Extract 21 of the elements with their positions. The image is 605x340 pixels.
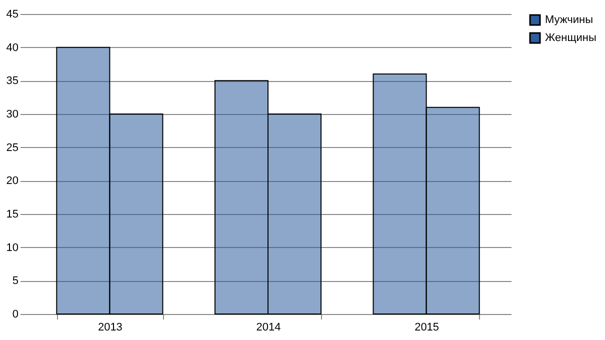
x-tick-label: 2013 xyxy=(98,322,122,334)
bar xyxy=(372,74,427,314)
bar xyxy=(109,114,164,314)
y-tick-label: 30 xyxy=(6,108,18,120)
legend-label: Мужчины xyxy=(545,14,594,26)
y-tick-label: 10 xyxy=(6,242,18,254)
legend-label: Женщины xyxy=(545,32,596,44)
x-tick-label: 2014 xyxy=(256,322,281,334)
x-tick-label: 2015 xyxy=(414,322,440,334)
y-tick-label: 0 xyxy=(12,308,18,320)
y-tick-label: 5 xyxy=(12,275,18,288)
bar xyxy=(426,106,480,314)
y-tick-label: 40 xyxy=(6,42,18,54)
bar xyxy=(56,46,110,314)
y-tick-label: 35 xyxy=(6,75,18,88)
y-tick-label: 15 xyxy=(6,208,18,220)
y-tick-label: 25 xyxy=(6,142,18,154)
bar xyxy=(214,80,268,314)
y-tick-label: 45 xyxy=(6,8,18,20)
bar xyxy=(268,114,322,314)
y-tick-label: 20 xyxy=(6,175,18,188)
